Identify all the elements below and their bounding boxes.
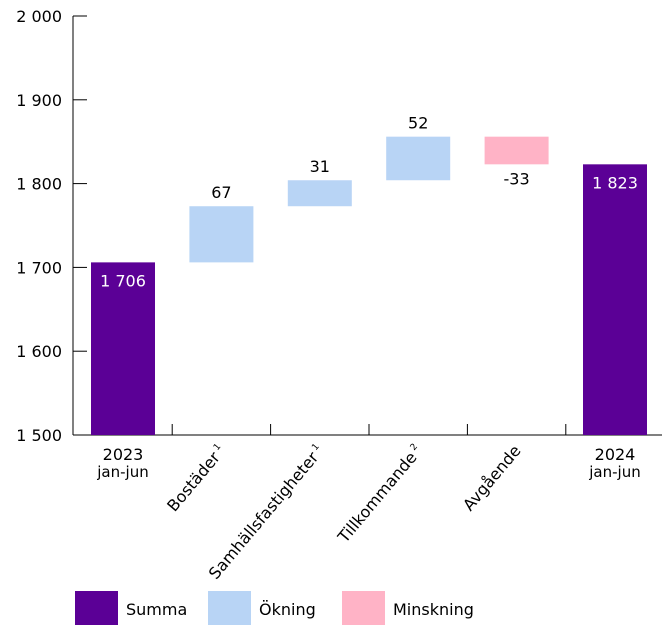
bar-value-label: 1 823 [592,173,638,192]
legend-swatch-total [75,591,118,625]
bar-value-label: -33 [504,169,530,188]
category-label: Tillkommande2 [333,441,426,547]
category-label: 2023 [103,445,144,464]
footnote-marker: 1 [310,442,321,453]
increase-bar [386,136,451,181]
category-label: Bostäder1 [163,441,229,515]
legend-swatch-increase [208,591,251,625]
axes: 1 500 1 600 1 700 1 800 1 900 2 000 [16,7,662,445]
footnote-marker: 1 [212,442,223,453]
bars: 1 706 67 31 52 -33 1 823 [91,114,647,436]
legend: Summa Ökning Minskning [75,591,474,625]
total-bar [91,262,155,435]
legend-label: Summa [126,600,187,619]
legend-label: Ökning [259,600,316,619]
category-sublabel: jan-jun [588,463,640,481]
y-tick-label: 2 000 [16,7,62,26]
increase-bar [287,180,352,207]
legend-swatch-decrease [342,591,385,625]
y-tick-label: 1 500 [16,426,62,445]
total-bar [583,164,647,436]
category-label: Avgående [459,441,525,514]
bar-value-label: 31 [310,157,330,176]
increase-bar [189,206,254,263]
category-sublabel: jan-jun [96,463,148,481]
y-tick-label: 1 800 [16,175,62,194]
y-tick-label: 1 900 [16,91,62,110]
y-tick-label: 1 600 [16,342,62,361]
decrease-bar [484,136,549,165]
legend-label: Minskning [393,600,474,619]
category-label: Samhällsfastigheter1 [205,441,328,583]
category-label: 2024 [595,445,636,464]
bar-value-label: 1 706 [100,271,146,290]
bar-value-label: 67 [211,183,231,202]
footnote-marker: 2 [409,442,420,453]
bar-value-label: 52 [408,114,428,133]
y-tick-label: 1 700 [16,258,62,277]
